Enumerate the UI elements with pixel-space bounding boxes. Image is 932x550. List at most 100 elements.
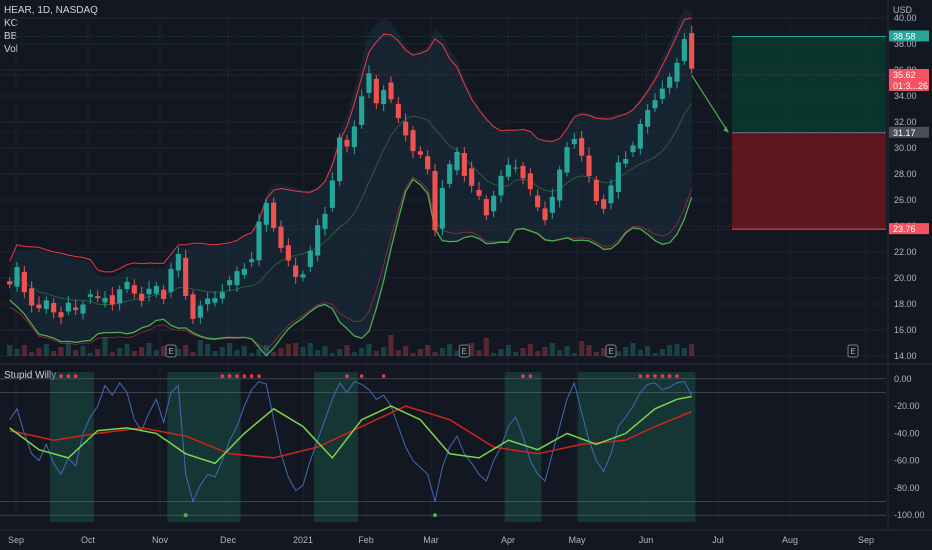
price-axis-tick-label: 20.00	[894, 273, 917, 283]
volume-bar	[278, 348, 284, 356]
candle-body	[667, 76, 673, 88]
volume-bar	[293, 343, 299, 356]
volume-bar	[505, 345, 511, 356]
volume-bar	[417, 349, 423, 356]
candle-body	[219, 292, 225, 299]
volume-bar	[109, 352, 115, 356]
price-tag	[889, 68, 929, 91]
volume-bar	[212, 351, 218, 356]
overbought-dot	[381, 374, 386, 378]
price-axis-tick-label: 34.00	[894, 91, 917, 101]
candle-body	[381, 89, 387, 105]
volume-bar	[7, 345, 13, 356]
volume-bar	[549, 343, 555, 356]
volume-bar	[300, 347, 306, 356]
volume-bar	[674, 344, 680, 356]
candle-body	[307, 250, 313, 267]
candle-body	[7, 281, 13, 285]
price-axis-tick-label: 22.00	[894, 247, 917, 257]
volume-bar	[454, 351, 460, 356]
volume-bar	[175, 349, 181, 356]
volume-bar	[65, 343, 71, 356]
price-axis-tick-label: 38.00	[894, 39, 917, 49]
price-tag	[889, 223, 929, 235]
overbought-dot	[59, 374, 63, 378]
volume-bar	[307, 343, 313, 356]
overbought-dot	[645, 374, 650, 378]
candle-body	[249, 259, 255, 263]
candle-body	[373, 78, 379, 104]
indicator-kc-label[interactable]: KC	[4, 18, 18, 29]
volume-bar	[520, 348, 526, 356]
volume-bar	[403, 346, 409, 356]
projection-arrow	[691, 74, 729, 133]
candle-body	[197, 305, 203, 318]
volume-bar	[615, 351, 621, 356]
price-tag	[889, 126, 929, 138]
price-axis-tick-label: 40.00	[894, 13, 917, 23]
candle-body	[403, 121, 409, 136]
oscillator-axis-tick-label: 0.00	[894, 374, 912, 384]
candle-body	[234, 271, 240, 286]
candle-body	[469, 168, 475, 186]
candle-body	[630, 145, 636, 153]
volume-bar	[557, 350, 563, 356]
volume-bar	[542, 347, 548, 356]
volume-bar	[95, 349, 101, 356]
candle-body	[80, 304, 86, 314]
candle-body	[168, 268, 174, 292]
candle-body	[139, 293, 145, 301]
volume-bar	[271, 352, 277, 356]
volume-bar	[219, 347, 225, 356]
candle-body	[564, 147, 570, 173]
candle-body	[388, 82, 394, 100]
candle-body	[256, 221, 262, 261]
candle-body	[43, 300, 49, 309]
candle-body	[29, 288, 35, 306]
volume-bar	[80, 346, 86, 356]
volume-bar	[139, 347, 145, 356]
symbol-title[interactable]: HEAR, 1D, NASDAQ	[4, 5, 98, 16]
candle-body	[454, 152, 460, 171]
time-axis-tick-label: Aug	[782, 535, 798, 545]
candle-body	[153, 285, 159, 294]
volume-bar	[102, 337, 108, 356]
candle-body	[183, 257, 189, 297]
time-axis-tick-label: Jun	[639, 535, 654, 545]
candle-body	[527, 173, 533, 190]
indicator-vol-label[interactable]: Vol	[4, 44, 18, 55]
candle-body	[645, 110, 651, 127]
oscillator-zone	[578, 372, 696, 522]
candle-body	[549, 196, 555, 213]
candle-body	[491, 195, 497, 212]
volume-bar	[659, 349, 665, 356]
overbought-dot	[257, 374, 261, 378]
volume-bar	[498, 349, 504, 356]
volume-bar	[344, 345, 350, 356]
oscillator-axis-tick-label: -20.00	[894, 401, 920, 411]
volume-bar	[637, 350, 643, 356]
volume-bar	[593, 352, 599, 356]
chart-legend: HEAR, 1D, NASDAQ KC BB Vol	[4, 4, 98, 56]
volume-bar	[579, 341, 585, 356]
price-axis-tick-label: 16.00	[894, 325, 917, 335]
volume-bar	[395, 350, 401, 356]
oversold-dot	[183, 513, 188, 518]
volume-bar	[645, 346, 651, 356]
oscillator-title[interactable]: Stupid Willy	[4, 370, 57, 381]
earnings-marker-box	[605, 344, 617, 358]
fast-average-line	[9, 395, 692, 465]
volume-bar	[256, 349, 262, 356]
earnings-marker-label: E	[850, 347, 855, 356]
candle-body	[109, 295, 115, 305]
price-tag-label: 35.62	[893, 70, 916, 80]
indicator-bb-label[interactable]: BB	[4, 31, 18, 42]
volume-bar	[124, 344, 130, 356]
overbought-dot	[359, 374, 364, 378]
price-axis-tick-label: 26.00	[894, 195, 917, 205]
volume-bar	[447, 344, 453, 356]
price-tag-countdown: 01:3...26	[893, 81, 928, 91]
volume-bar	[623, 347, 629, 356]
overbought-dot	[675, 374, 679, 378]
